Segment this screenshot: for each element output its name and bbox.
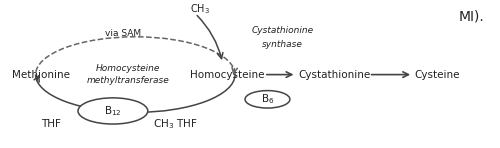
Text: Methionine: Methionine <box>12 70 70 80</box>
Text: Homocysteine: Homocysteine <box>96 64 160 73</box>
Text: Homocysteine: Homocysteine <box>190 70 265 80</box>
Text: Cysteine: Cysteine <box>414 70 460 80</box>
Text: CH$_3$: CH$_3$ <box>190 2 210 16</box>
Text: B$_{12}$: B$_{12}$ <box>104 104 122 118</box>
Ellipse shape <box>245 91 290 108</box>
Ellipse shape <box>78 98 148 124</box>
Text: Cystathionine: Cystathionine <box>252 26 314 36</box>
Text: methyltransferase: methyltransferase <box>86 76 169 85</box>
Text: Cystathionine: Cystathionine <box>298 70 371 80</box>
Text: via SAM: via SAM <box>105 29 141 38</box>
Text: CH$_3$ THF: CH$_3$ THF <box>153 117 198 131</box>
Text: synthase: synthase <box>262 40 303 49</box>
Text: THF: THF <box>40 119 60 129</box>
Text: MI).: MI). <box>458 9 484 23</box>
Text: B$_6$: B$_6$ <box>261 92 274 106</box>
